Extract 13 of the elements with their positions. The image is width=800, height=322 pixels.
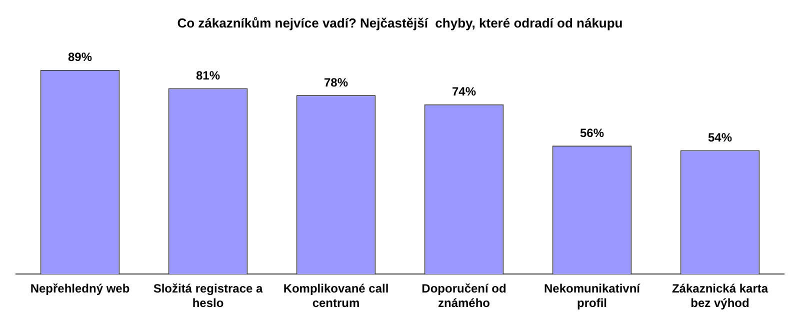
data-label: 56% — [580, 126, 604, 140]
data-label: 54% — [708, 130, 732, 145]
data-label: 74% — [452, 84, 476, 99]
data-label: 78% — [324, 75, 348, 90]
x-tick-label: Nekomunikativní profil — [544, 282, 641, 310]
x-tick-label: Zákaznická karta bez výhod — [672, 282, 768, 310]
chart-title: Co zákazníkům nejvíce vadí? Nejčastější chyby, které odradí od nákupu — [177, 15, 623, 30]
x-tick-label: Nepřehledný web — [30, 282, 130, 296]
x-tick-label: Komplikované call centrum — [283, 282, 389, 310]
x-tick-label: Složitá registrace a heslo — [153, 282, 264, 310]
data-label: 81% — [196, 68, 220, 83]
x-tick-label: Doporučení od známého — [422, 282, 506, 310]
data-label: 89% — [68, 50, 92, 64]
